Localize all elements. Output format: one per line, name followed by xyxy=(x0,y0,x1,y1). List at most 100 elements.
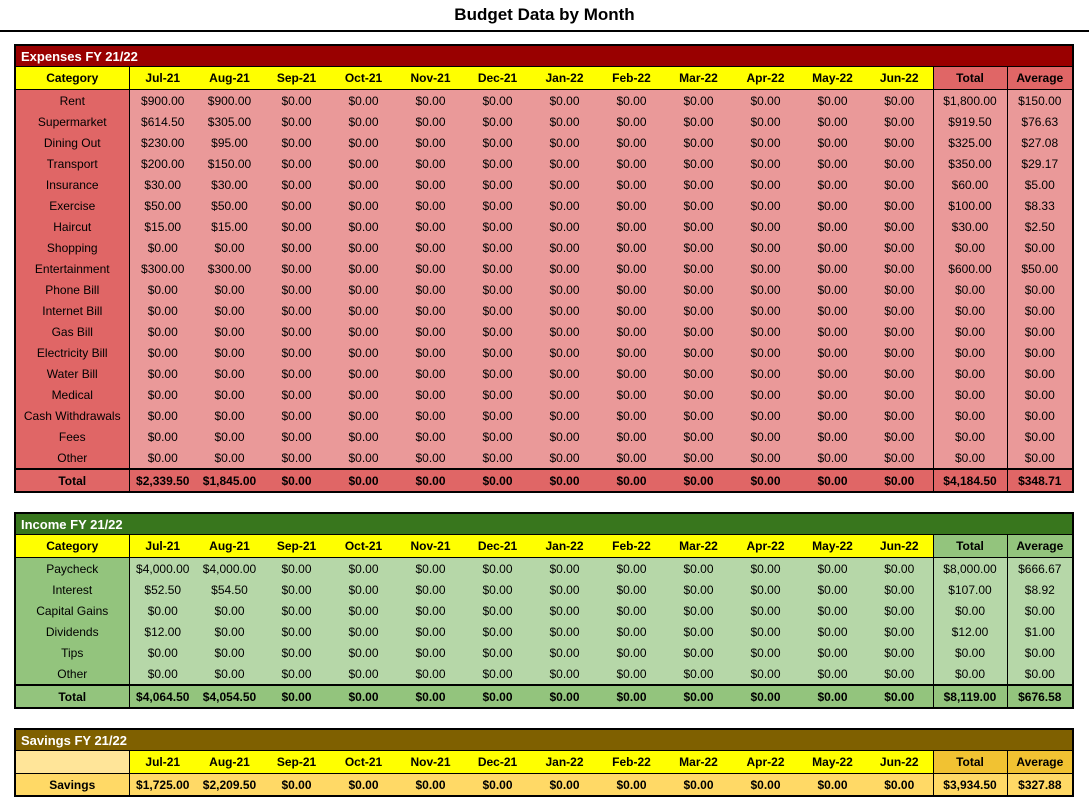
tables-container: Expenses FY 21/22 Category Jul-21 Aug-21 Sep… xyxy=(0,44,1089,797)
value-cell: $0.00 xyxy=(732,579,799,600)
value-cell: $0.00 xyxy=(263,279,330,300)
data-row: Transport $200.00 $150.00 $0.00 $0.00 $0.00 $0… xyxy=(15,153,1074,174)
value-cell: $0.00 xyxy=(464,258,531,279)
value-cell: $0.00 xyxy=(330,132,397,153)
row-label: Phone Bill xyxy=(15,279,130,300)
month-header: Mar-22 xyxy=(665,66,732,90)
total-value-cell: $0.00 xyxy=(732,468,799,492)
value-cell: $0.00 xyxy=(129,426,196,447)
month-header: Jul-21 xyxy=(129,750,196,774)
value-cell: $0.00 xyxy=(665,447,732,469)
value-cell: $0.00 xyxy=(531,89,598,111)
data-row: Phone Bill $0.00 $0.00 $0.00 $0.00 $0.00 $0.00… xyxy=(15,279,1074,300)
data-row: Gas Bill $0.00 $0.00 $0.00 $0.00 $0.00 $0.00 $0… xyxy=(15,321,1074,342)
value-cell: $0.00 xyxy=(263,405,330,426)
total-value-cell: $0.00 xyxy=(866,468,933,492)
value-cell: $0.00 xyxy=(799,447,866,469)
value-cell: $0.00 xyxy=(464,405,531,426)
value-cell: $0.00 xyxy=(732,363,799,384)
value-cell: $0.00 xyxy=(397,258,464,279)
value-cell: $0.00 xyxy=(866,579,933,600)
value-cell: $0.00 xyxy=(799,557,866,579)
data-row: Paycheck $4,000.00 $4,000.00 $0.00 $0.00 $0.0… xyxy=(15,557,1074,579)
table-title: Income FY 21/22 xyxy=(15,513,1074,535)
value-cell: $30.00 xyxy=(129,174,196,195)
row-average-cell: $5.00 xyxy=(1006,174,1074,195)
row-label: Exercise xyxy=(15,195,130,216)
row-total-cell: $100.00 xyxy=(932,195,1007,216)
value-cell: $0.00 xyxy=(598,426,665,447)
month-header: Oct-21 xyxy=(330,750,397,774)
value-cell: $0.00 xyxy=(263,342,330,363)
row-label: Other xyxy=(15,447,130,469)
value-cell: $614.50 xyxy=(129,111,196,132)
value-cell: $0.00 xyxy=(799,237,866,258)
value-cell: $0.00 xyxy=(531,300,598,321)
value-cell: $0.00 xyxy=(866,279,933,300)
value-cell: $0.00 xyxy=(665,642,732,663)
value-cell: $0.00 xyxy=(330,89,397,111)
row-label: Shopping xyxy=(15,237,130,258)
value-cell: $50.00 xyxy=(196,195,263,216)
value-cell: $0.00 xyxy=(598,279,665,300)
value-cell: $0.00 xyxy=(129,321,196,342)
row-label: Savings xyxy=(15,773,130,796)
value-cell: $0.00 xyxy=(598,195,665,216)
value-cell: $0.00 xyxy=(665,279,732,300)
value-cell: $0.00 xyxy=(598,237,665,258)
expenses-title-row: Expenses FY 21/22 xyxy=(15,45,1074,67)
total-value-cell: $0.00 xyxy=(598,468,665,492)
value-cell: $0.00 xyxy=(464,663,531,685)
value-cell: $0.00 xyxy=(732,342,799,363)
value-cell: $0.00 xyxy=(799,405,866,426)
value-cell: $0.00 xyxy=(531,363,598,384)
value-cell: $0.00 xyxy=(598,663,665,685)
data-row: Capital Gains $0.00 $0.00 $0.00 $0.00 $0.00 $0… xyxy=(15,600,1074,621)
value-cell: $0.00 xyxy=(866,363,933,384)
row-total-cell: $0.00 xyxy=(932,237,1007,258)
value-cell: $0.00 xyxy=(397,363,464,384)
row-average-cell: $0.00 xyxy=(1006,447,1074,469)
value-cell: $0.00 xyxy=(531,384,598,405)
row-label: Water Bill xyxy=(15,363,130,384)
month-header: Nov-21 xyxy=(397,750,464,774)
value-cell: $0.00 xyxy=(464,321,531,342)
row-total-cell: $107.00 xyxy=(932,579,1007,600)
value-cell: $0.00 xyxy=(397,342,464,363)
value-cell: $0.00 xyxy=(665,557,732,579)
value-cell: $0.00 xyxy=(732,153,799,174)
expenses-header-row: Category Jul-21 Aug-21 Sep-21 Oct-21 Nov-21 De… xyxy=(15,66,1074,90)
month-header: Aug-21 xyxy=(196,750,263,774)
data-row: Supermarket $614.50 $305.00 $0.00 $0.00 $0.00… xyxy=(15,111,1074,132)
value-cell: $0.00 xyxy=(732,600,799,621)
row-total-cell: $60.00 xyxy=(932,174,1007,195)
row-average-cell: $0.00 xyxy=(1006,300,1074,321)
value-cell: $0.00 xyxy=(799,153,866,174)
value-cell: $0.00 xyxy=(397,195,464,216)
total-row-label: Total xyxy=(15,684,130,708)
value-cell: $0.00 xyxy=(598,384,665,405)
row-label: Entertainment xyxy=(15,258,130,279)
data-row: Fees $0.00 $0.00 $0.00 $0.00 $0.00 $0.00 $0.00 $… xyxy=(15,426,1074,447)
value-cell: $0.00 xyxy=(732,174,799,195)
data-row: Medical $0.00 $0.00 $0.00 $0.00 $0.00 $0.00 $0.… xyxy=(15,384,1074,405)
month-header: May-22 xyxy=(799,750,866,774)
data-row: Tips $0.00 $0.00 $0.00 $0.00 $0.00 $0.00 $0.00 $… xyxy=(15,642,1074,663)
row-total-cell: $0.00 xyxy=(932,279,1007,300)
value-cell: $0.00 xyxy=(464,447,531,469)
value-cell: $0.00 xyxy=(397,89,464,111)
value-cell: $1,725.00 xyxy=(129,773,196,796)
month-header: Nov-21 xyxy=(397,66,464,90)
total-value-cell: $0.00 xyxy=(665,468,732,492)
value-cell: $0.00 xyxy=(330,405,397,426)
table-title: Savings FY 21/22 xyxy=(15,729,1074,751)
data-row: Other $0.00 $0.00 $0.00 $0.00 $0.00 $0.00 $0.00… xyxy=(15,663,1074,685)
value-cell: $0.00 xyxy=(330,557,397,579)
row-label: Electricity Bill xyxy=(15,342,130,363)
row-average-cell: $0.00 xyxy=(1006,426,1074,447)
value-cell: $0.00 xyxy=(598,321,665,342)
value-cell: $0.00 xyxy=(464,279,531,300)
row-label: Haircut xyxy=(15,216,130,237)
month-header: Jul-21 xyxy=(129,66,196,90)
value-cell: $0.00 xyxy=(129,279,196,300)
